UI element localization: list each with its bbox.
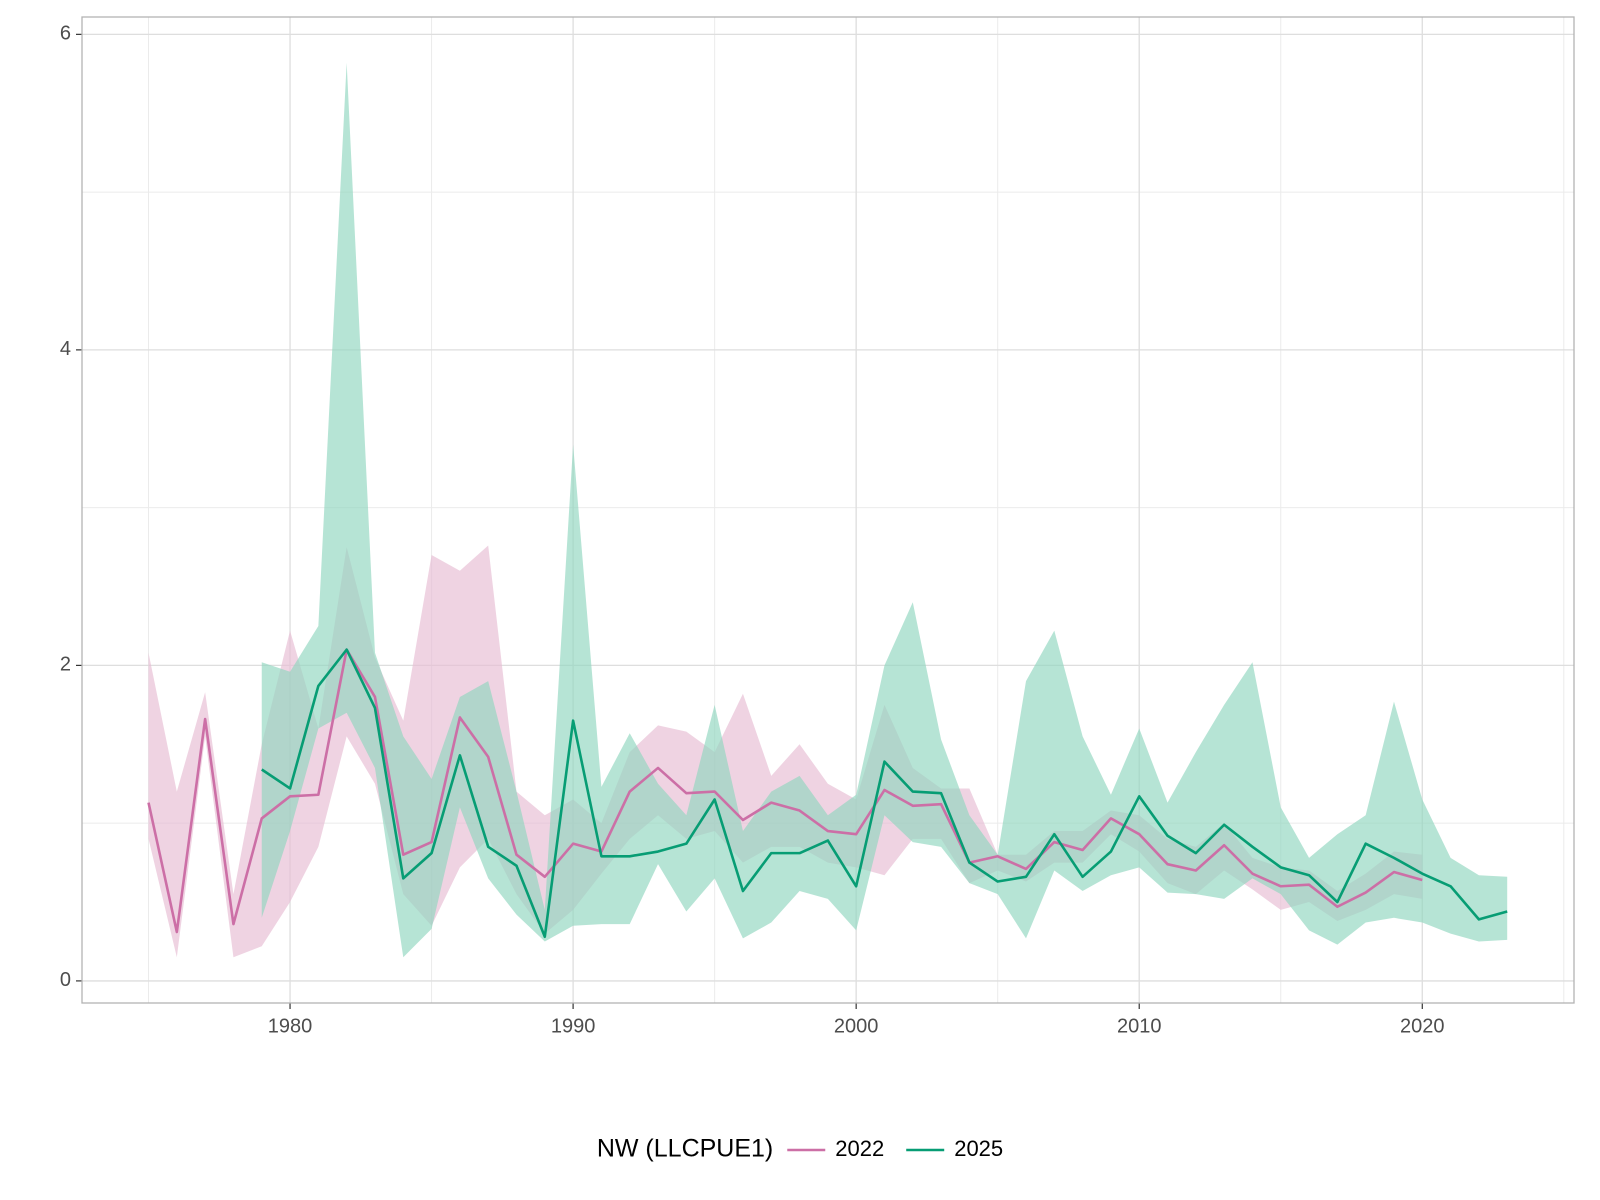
y-tick-label: 2 xyxy=(60,654,71,676)
legend-label: 2025 xyxy=(954,1136,1003,1161)
x-tick-label: 2000 xyxy=(834,1015,879,1037)
plot-border xyxy=(81,16,1575,1004)
series-line xyxy=(147,648,1423,934)
legend-title: NW (LLCPUE1) xyxy=(597,1135,773,1163)
y-tick-label: 4 xyxy=(60,338,71,360)
confidence-band xyxy=(261,62,1508,958)
legend-label: 2022 xyxy=(835,1136,884,1161)
x-tick-label: 1980 xyxy=(268,1015,313,1037)
y-tick-label: 6 xyxy=(60,23,71,45)
x-tick-label: 2020 xyxy=(1400,1015,1445,1037)
y-tick-label: 0 xyxy=(60,969,71,991)
confidence-band xyxy=(148,545,1423,958)
series-line xyxy=(261,648,1508,939)
legend: NW (LLCPUE1) 2022 2025 xyxy=(597,1135,1003,1163)
x-tick-label: 1990 xyxy=(551,1015,596,1037)
x-tick-label: 2010 xyxy=(1117,1015,1162,1037)
